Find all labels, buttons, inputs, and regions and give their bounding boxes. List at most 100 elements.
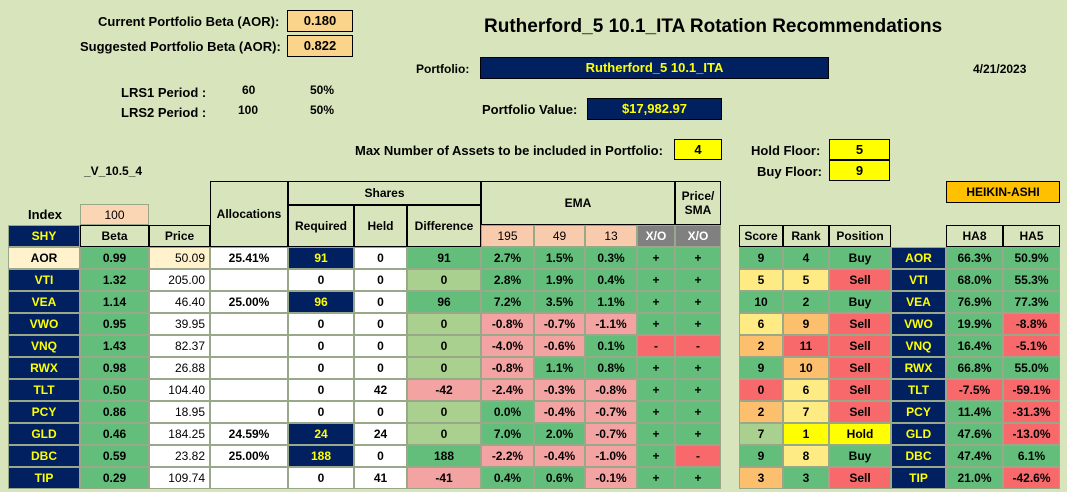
- row-price: 18.95: [149, 401, 210, 423]
- row-ha5: 55.3%: [1003, 269, 1060, 291]
- row-beta: 0.59: [80, 445, 149, 467]
- row-rank: 8: [783, 445, 829, 467]
- row-rank: 4: [783, 247, 829, 269]
- row-beta: 0.50: [80, 379, 149, 401]
- row-held: 41: [354, 467, 407, 489]
- row-ema13: -0.7%: [585, 401, 637, 423]
- col-price: Price: [149, 225, 210, 247]
- row-difference: 0: [407, 313, 481, 335]
- row-allocation: [210, 467, 288, 489]
- row-xo: +: [637, 445, 675, 467]
- row-rank: 2: [783, 291, 829, 313]
- row-symbol-right: GLD: [891, 423, 946, 445]
- row-ema13: -0.8%: [585, 379, 637, 401]
- row-difference: 0: [407, 423, 481, 445]
- row-rank: 1: [783, 423, 829, 445]
- row-ema49: 0.6%: [534, 467, 585, 489]
- row-position: Sell: [829, 335, 891, 357]
- row-rank: 7: [783, 401, 829, 423]
- row-ema13: -1.0%: [585, 445, 637, 467]
- row-rank: 5: [783, 269, 829, 291]
- lrs1-pct: 50%: [310, 83, 335, 97]
- row-price-sma: +: [675, 291, 721, 313]
- row-ema195: 7.0%: [481, 423, 534, 445]
- row-ema195: 0.4%: [481, 467, 534, 489]
- row-symbol-right: VTI: [891, 269, 946, 291]
- row-ema49: 1.9%: [534, 269, 585, 291]
- row-score: 2: [739, 401, 783, 423]
- row-ema195: -2.4%: [481, 379, 534, 401]
- lrs1-label: LRS1 Period :: [121, 85, 207, 100]
- row-score: 9: [739, 357, 783, 379]
- row-score: 2: [739, 335, 783, 357]
- row-ha8: 47.6%: [946, 423, 1003, 445]
- row-xo: -: [637, 335, 675, 357]
- portfolio-value-label: Portfolio Value:: [482, 102, 578, 117]
- row-symbol: RWX: [8, 357, 80, 379]
- col-ha8: HA8: [946, 225, 1003, 247]
- row-ema49: 1.5%: [534, 247, 585, 269]
- row-ema195: 7.2%: [481, 291, 534, 313]
- row-held: 0: [354, 445, 407, 467]
- buy-floor-label: Buy Floor:: [757, 164, 822, 179]
- current-beta-label: Current Portfolio Beta (AOR):: [98, 14, 280, 29]
- row-difference: 0: [407, 335, 481, 357]
- row-price: 26.88: [149, 357, 210, 379]
- col-xo: X/O: [637, 225, 675, 247]
- row-symbol: VNQ: [8, 335, 80, 357]
- row-beta: 0.98: [80, 357, 149, 379]
- lrs2-pct: 50%: [310, 103, 335, 117]
- row-difference: 188: [407, 445, 481, 467]
- page-title: Rutherford_5 10.1_ITA Rotation Recommend…: [484, 16, 943, 37]
- row-xo: +: [637, 379, 675, 401]
- row-allocation: [210, 357, 288, 379]
- row-held: 42: [354, 379, 407, 401]
- row-ha8: 19.9%: [946, 313, 1003, 335]
- row-beta: 0.29: [80, 467, 149, 489]
- row-difference: -41: [407, 467, 481, 489]
- col-rank: Rank: [783, 225, 829, 247]
- row-score: 9: [739, 445, 783, 467]
- row-allocation: [210, 313, 288, 335]
- row-position: Sell: [829, 467, 891, 489]
- row-ema13: -1.1%: [585, 313, 637, 335]
- row-score: 6: [739, 313, 783, 335]
- row-ha5: -8.8%: [1003, 313, 1060, 335]
- row-required: 24: [288, 423, 354, 445]
- row-required: 96: [288, 291, 354, 313]
- row-difference: 0: [407, 357, 481, 379]
- row-symbol-right: VNQ: [891, 335, 946, 357]
- row-held: 24: [354, 423, 407, 445]
- row-symbol: GLD: [8, 423, 80, 445]
- row-beta: 0.46: [80, 423, 149, 445]
- row-ema195: 0.0%: [481, 401, 534, 423]
- row-ha8: 11.4%: [946, 401, 1003, 423]
- row-required: 0: [288, 269, 354, 291]
- row-symbol-right: RWX: [891, 357, 946, 379]
- row-xo: +: [637, 401, 675, 423]
- row-position: Sell: [829, 379, 891, 401]
- row-ema49: -0.4%: [534, 445, 585, 467]
- row-held: 0: [354, 335, 407, 357]
- row-ema13: -0.1%: [585, 467, 637, 489]
- row-ema195: 2.7%: [481, 247, 534, 269]
- col-shy: SHY: [8, 225, 80, 247]
- version-label: _V_10.5_4: [84, 164, 143, 178]
- suggested-beta-value: 0.822: [287, 35, 353, 57]
- row-symbol: VTI: [8, 269, 80, 291]
- row-position: Buy: [829, 247, 891, 269]
- row-price: 109.74: [149, 467, 210, 489]
- row-ha5: -42.6%: [1003, 467, 1060, 489]
- col-position: Position: [829, 225, 891, 247]
- row-rank: 3: [783, 467, 829, 489]
- row-held: 0: [354, 313, 407, 335]
- lrs2-label: LRS2 Period :: [121, 105, 207, 120]
- row-price: 39.95: [149, 313, 210, 335]
- row-ema49: 3.5%: [534, 291, 585, 313]
- row-ha8: -7.5%: [946, 379, 1003, 401]
- row-symbol: DBC: [8, 445, 80, 467]
- row-position: Sell: [829, 357, 891, 379]
- col-difference: Difference: [407, 205, 481, 247]
- row-price: 205.00: [149, 269, 210, 291]
